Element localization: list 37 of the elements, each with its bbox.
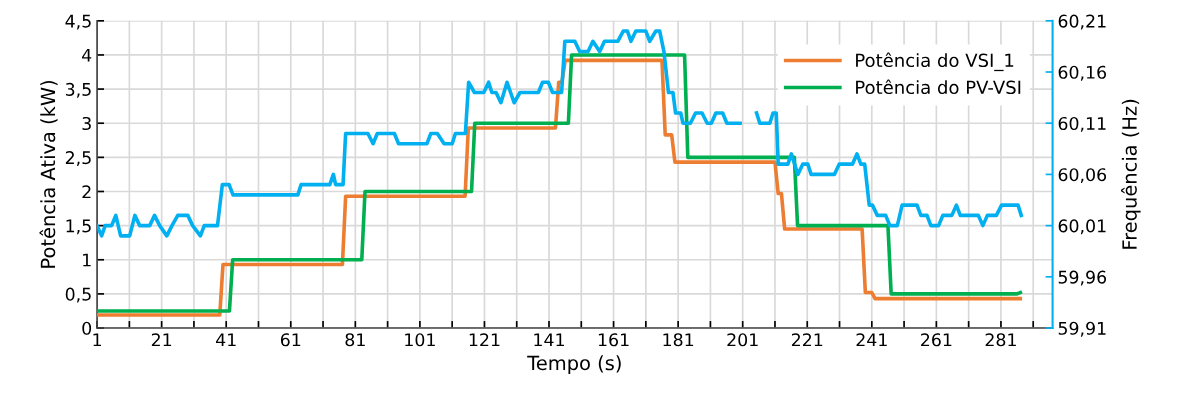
x-axis-title: Tempo (s): [527, 355, 621, 375]
x-tick-label: 141: [534, 333, 564, 347]
y-tick-label: 1,5: [66, 219, 91, 235]
x-tick-label: 221: [791, 333, 823, 347]
y2-tick-label: 60,01: [1058, 219, 1106, 235]
y-tick-label: 4,5: [65, 14, 91, 30]
y2-tick-label: 59,91: [1058, 321, 1106, 337]
y-tick-label: 1: [83, 253, 91, 267]
x-tick-label: 1: [93, 333, 102, 347]
y2-tick-label: 59,96: [1058, 270, 1107, 286]
x-tick-label: 201: [727, 333, 758, 347]
x-tick-label: 241: [856, 333, 887, 347]
x-tick-label: 181: [663, 333, 694, 347]
legend-label: Potência do VSI_1: [856, 52, 1014, 72]
y2-tick-label: 60,16: [1058, 65, 1107, 81]
y-tick-label: 4: [82, 48, 92, 62]
y-tick-label: 3,5: [65, 82, 91, 98]
x-tick-label: 121: [469, 333, 500, 347]
legend-label: Potência do PV-VSI: [856, 79, 1021, 95]
y-tick-label: 2: [82, 185, 91, 199]
y2-tick-label: 60,21: [1058, 14, 1106, 30]
x-tick-label: 21: [151, 333, 172, 347]
x-tick-label: 161: [598, 333, 629, 347]
y-tick-label: 2,5: [65, 151, 91, 166]
y2-tick-label: 60,06: [1058, 168, 1107, 184]
x-tick-label: 281: [985, 333, 1016, 347]
y2-tick-label: 60,11: [1058, 116, 1106, 132]
x-tick-label: 261: [921, 333, 952, 347]
y2-axis-title: Frequência (Hz): [1121, 99, 1141, 249]
y-axis-title: Potência Ativa (kW): [39, 80, 58, 268]
y-tick-label: 3: [82, 116, 91, 131]
x-tick-label: 101: [405, 333, 435, 347]
y-tick-label: 0: [82, 321, 92, 335]
x-tick-label: 41: [216, 333, 236, 347]
x-tick-label: 61: [280, 333, 301, 347]
x-tick-label: 81: [345, 333, 365, 347]
y-tick-label: 0,5: [65, 287, 91, 303]
